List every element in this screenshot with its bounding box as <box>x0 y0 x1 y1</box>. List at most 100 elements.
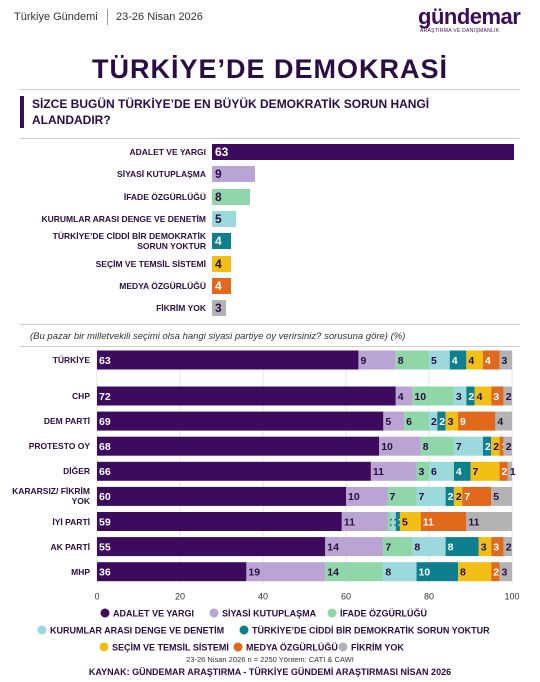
value-label: 3 <box>456 391 462 403</box>
value-label: 2 <box>431 416 437 428</box>
category-label: AK PARTİ <box>50 541 90 552</box>
value-label: 9 <box>215 167 222 182</box>
bar <box>212 255 232 272</box>
bar-segment <box>453 386 467 406</box>
bar-segment <box>97 537 326 557</box>
bar-segment <box>437 411 446 431</box>
value-label: 4 <box>215 256 222 271</box>
footer-note: 23-26 Nisan 2026 n = 2250 Yöntem: CATI &… <box>186 655 354 664</box>
value-label: 8 <box>414 541 420 553</box>
category-label: KURUMLAR ARASI DENGE VE DENETİM <box>41 213 207 224</box>
category-label: DEM PARTİ <box>43 416 90 427</box>
bar-segment <box>466 386 475 406</box>
page-title: TÜRKİYE’DE DEMOKRASİ <box>91 54 449 84</box>
value-label: 4 <box>485 355 491 367</box>
bar-segment <box>97 486 346 506</box>
bar-segment <box>383 411 405 431</box>
bar-segment <box>507 461 512 481</box>
bar <box>212 188 251 205</box>
bar-segment <box>429 350 450 370</box>
bar-segment <box>420 436 454 456</box>
value-label: 11 <box>423 516 434 528</box>
bar-segment <box>416 562 459 582</box>
category-label: CHP <box>72 391 90 401</box>
value-label: 7 <box>390 491 396 503</box>
accent-bar <box>20 96 24 128</box>
bar <box>212 144 514 160</box>
value-label: 72 <box>99 391 111 403</box>
value-label: 8 <box>448 541 454 553</box>
value-label: 5 <box>385 416 391 428</box>
bar-segment <box>445 411 459 431</box>
bar-segment <box>449 350 467 370</box>
bar-segment <box>482 350 500 370</box>
bar-segment <box>416 486 446 506</box>
bar-segment <box>383 562 417 582</box>
bar-segment <box>458 562 492 582</box>
value-label: 2 <box>506 541 512 553</box>
divider <box>20 89 520 90</box>
value-label: 5 <box>493 491 499 503</box>
value-label: 66 <box>99 466 111 478</box>
value-label: 8 <box>398 355 404 367</box>
chart-title: SİZCE BUGÜN TÜRKİYE’DE EN BÜYÜK DEMOKRAT… <box>32 97 430 127</box>
bar-segment <box>97 461 371 481</box>
bar-segment <box>346 486 388 506</box>
bar-segment <box>97 411 384 431</box>
bar-segment <box>499 461 508 481</box>
legend-marker <box>209 608 219 618</box>
value-label: 36 <box>99 566 111 578</box>
footer-source: KAYNAK: GÜNDEMAR ARAŞTIRMA - TÜRKİYE GÜN… <box>88 667 452 677</box>
value-label: 8 <box>385 566 391 578</box>
value-label: 59 <box>99 516 111 528</box>
logo: gündemar <box>418 4 521 29</box>
bar-segment <box>429 461 454 481</box>
bar-segment <box>466 350 483 370</box>
bar-segment <box>404 411 429 431</box>
value-label: 10 <box>381 441 393 453</box>
value-label: 11 <box>344 516 355 528</box>
bar-segment <box>503 386 512 406</box>
value-label: 8 <box>460 566 466 578</box>
legend-marker <box>338 642 348 652</box>
value-label: 2 <box>493 566 499 578</box>
value-label: 10 <box>414 391 426 403</box>
bar-segment <box>97 436 380 456</box>
value-label: 6 <box>431 466 437 478</box>
bar-segment <box>412 386 454 406</box>
bar-segment <box>458 411 496 431</box>
value-label: 4 <box>215 234 222 249</box>
value-label: 4 <box>456 466 462 478</box>
value-label: 3 <box>419 466 425 478</box>
value-label: 3 <box>215 301 222 316</box>
legend-label: KURUMLAR ARASI DENGE VE DENETİM <box>50 625 224 635</box>
bar-segment <box>491 436 500 456</box>
bar-segment <box>412 537 446 557</box>
value-label: 2 <box>493 441 499 453</box>
value-label: 9 <box>360 355 366 367</box>
value-label: 5 <box>215 211 222 226</box>
category-label: TÜRKİYE’DE CİDDİ BİR DEMOKRATİK SORUN YO… <box>52 231 206 252</box>
category-label: PROTESTO OY <box>28 441 90 452</box>
value-label: 2 <box>468 391 474 403</box>
value-label: 7 <box>456 441 462 453</box>
bar-segment <box>387 512 392 531</box>
value-label: 5 <box>431 355 437 367</box>
value-label: 63 <box>215 145 229 159</box>
value-label: 4 <box>497 416 503 428</box>
legend-label: SİYASİ KUTUPLAŞMA <box>222 608 317 618</box>
legend-label: SEÇİM VE TEMSİL SİSTEMİ <box>112 642 229 652</box>
value-label: 1 <box>510 466 516 478</box>
bar-segment <box>491 486 512 506</box>
value-label: 19 <box>248 566 260 578</box>
bar-segment <box>395 386 413 406</box>
bar-segment <box>97 386 396 406</box>
value-label: 3 <box>502 566 508 578</box>
bar-segment <box>379 436 421 456</box>
x-tick-label: 20 <box>175 591 185 601</box>
bar-segment <box>470 461 500 481</box>
value-label: 3 <box>481 541 487 553</box>
divider <box>20 138 520 139</box>
bar-segment <box>503 436 512 456</box>
value-label: 68 <box>99 441 111 453</box>
